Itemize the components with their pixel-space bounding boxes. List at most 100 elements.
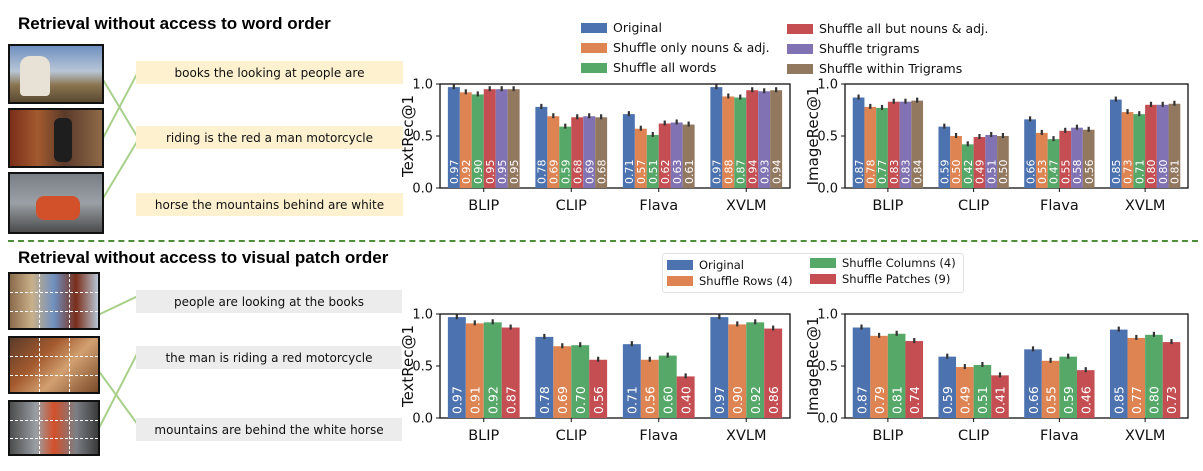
bar bbox=[956, 367, 974, 418]
y-tick-label: 0.5 bbox=[412, 360, 433, 375]
x-tick-label: XVLM bbox=[1125, 428, 1165, 444]
legend-swatch bbox=[787, 23, 813, 34]
bar-value-label: 0.97 bbox=[711, 160, 724, 185]
bar bbox=[1024, 119, 1036, 188]
bar bbox=[728, 324, 747, 418]
bar bbox=[1035, 132, 1048, 188]
x-tick-label: Flava bbox=[639, 428, 678, 444]
legend-top-trigrams: Shuffle trigrams bbox=[787, 41, 919, 56]
bar-value-label: 0.81 bbox=[1169, 160, 1182, 185]
bar-value-label: 0.68 bbox=[571, 160, 584, 185]
bar-value-label: 0.50 bbox=[950, 160, 963, 185]
bar bbox=[670, 122, 683, 188]
photo-motorcycle bbox=[8, 172, 104, 234]
bar bbox=[622, 114, 635, 188]
bar-value-label: 0.73 bbox=[1164, 386, 1179, 414]
bar-value-label: 0.78 bbox=[864, 160, 877, 185]
bar-value-label: 0.55 bbox=[1059, 160, 1072, 185]
bar bbox=[734, 97, 747, 188]
bar bbox=[646, 134, 659, 188]
bar-value-label: 0.92 bbox=[460, 160, 473, 185]
bar-value-label: 0.80 bbox=[1147, 386, 1162, 414]
bar bbox=[905, 341, 924, 418]
bar bbox=[1156, 104, 1169, 188]
bar-value-label: 0.55 bbox=[1043, 386, 1058, 414]
bar-value-label: 0.77 bbox=[1129, 386, 1144, 414]
bar-value-label: 0.51 bbox=[985, 160, 998, 185]
bar-value-label: 0.94 bbox=[746, 160, 759, 185]
bar-value-label: 0.53 bbox=[1036, 160, 1049, 185]
legend-label: Shuffle trigrams bbox=[819, 41, 920, 56]
bar-value-label: 0.97 bbox=[450, 386, 465, 414]
bar-value-label: 0.47 bbox=[1048, 160, 1061, 185]
bar-value-label: 0.69 bbox=[583, 160, 596, 185]
bottom-section-title: Retrieval without access to visual patch… bbox=[18, 248, 389, 267]
bar-value-label: 0.73 bbox=[1122, 160, 1135, 185]
bar bbox=[1059, 130, 1072, 188]
legend-swatch bbox=[810, 274, 836, 284]
bar bbox=[1109, 99, 1122, 188]
bar bbox=[746, 90, 759, 188]
y-tick-label: 0.5 bbox=[817, 130, 838, 145]
bottom-matching-lines bbox=[97, 295, 139, 431]
bar bbox=[985, 134, 998, 188]
bar bbox=[501, 327, 520, 418]
bar bbox=[559, 126, 572, 188]
legend-label: Shuffle all but nouns & adj. bbox=[819, 21, 989, 36]
legend-label: Shuffle within Trigrams bbox=[819, 61, 963, 76]
bar bbox=[710, 317, 729, 418]
y-tick-label: 1.0 bbox=[817, 308, 838, 323]
bar bbox=[938, 126, 951, 188]
bar bbox=[447, 87, 460, 188]
bar bbox=[682, 124, 695, 188]
bar-value-label: 0.71 bbox=[625, 386, 640, 414]
bar-value-label: 0.51 bbox=[647, 160, 660, 185]
bar bbox=[676, 376, 695, 418]
bar bbox=[1127, 337, 1146, 418]
legend-top-nouns: Shuffle only nouns & adj. bbox=[581, 40, 770, 55]
bar-value-label: 0.56 bbox=[591, 386, 606, 414]
bar bbox=[973, 364, 992, 418]
legend-bottom-original: Original bbox=[667, 258, 744, 272]
bar-value-label: 0.69 bbox=[547, 160, 560, 185]
y-tick-label: 1.0 bbox=[817, 78, 838, 93]
bar-value-label: 0.77 bbox=[876, 160, 889, 185]
x-tick-label: CLIP bbox=[958, 198, 989, 214]
bar bbox=[961, 144, 974, 188]
bar bbox=[870, 335, 888, 418]
bar bbox=[1071, 127, 1083, 188]
bar bbox=[770, 90, 783, 188]
top-section-title: Retrieval without access to word order bbox=[18, 14, 331, 33]
bar-value-label: 0.95 bbox=[508, 160, 521, 185]
bar-value-label: 0.83 bbox=[900, 160, 913, 185]
bar-value-label: 0.66 bbox=[1024, 160, 1037, 185]
bar-value-label: 0.87 bbox=[854, 386, 869, 414]
bar bbox=[507, 89, 520, 188]
bar bbox=[887, 101, 900, 188]
bar-value-label: 0.71 bbox=[1133, 160, 1146, 185]
bar bbox=[1109, 329, 1128, 418]
bar bbox=[483, 89, 496, 188]
x-tick-label: BLIP bbox=[468, 428, 499, 444]
x-tick-label: CLIP bbox=[556, 428, 587, 444]
bar bbox=[547, 116, 560, 188]
legend-swatch bbox=[810, 258, 836, 268]
photo-books bbox=[8, 108, 104, 168]
patched-photo-books bbox=[8, 272, 100, 330]
bar-value-label: 0.85 bbox=[1112, 386, 1127, 414]
bar bbox=[950, 136, 962, 188]
bar-value-label: 0.97 bbox=[448, 160, 461, 185]
bar-value-label: 0.40 bbox=[678, 386, 693, 414]
bar-value-label: 0.87 bbox=[503, 386, 518, 414]
bar bbox=[1076, 370, 1095, 418]
bar-value-label: 0.87 bbox=[853, 160, 866, 185]
bar-value-label: 0.83 bbox=[888, 160, 901, 185]
caption-bottom-3: mountains are behind the white horse bbox=[136, 418, 402, 441]
bar bbox=[1162, 342, 1181, 418]
caption-top-3: horse the mountains behind are white bbox=[136, 193, 403, 216]
bar bbox=[852, 327, 871, 418]
x-tick-label: XVLM bbox=[1125, 198, 1165, 214]
legend-top-original: Original bbox=[581, 20, 662, 35]
